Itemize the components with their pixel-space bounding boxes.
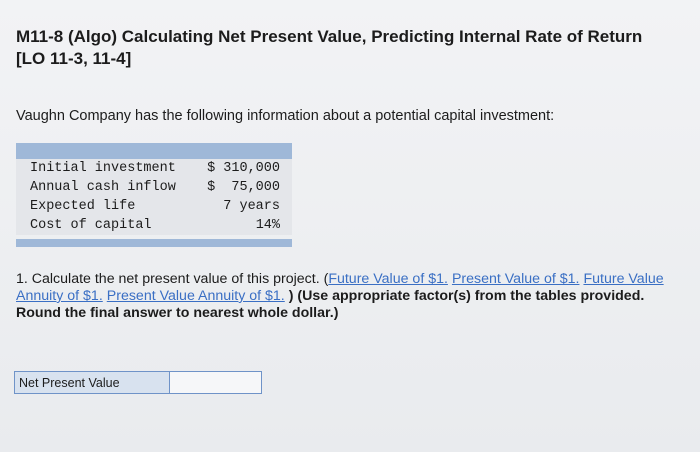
row-value: $ 75,000 <box>207 180 280 195</box>
table-row: Annual cash inflow $ 75,000 <box>16 178 292 197</box>
table-header-bar <box>16 143 292 159</box>
table-footer-bar <box>16 239 292 247</box>
table-link[interactable]: Future Value of $1. <box>328 271 448 287</box>
question: 1. Calculate the net present value of th… <box>16 271 676 322</box>
info-table: Initial investment $ 310,000 Annual cash i… <box>16 143 292 247</box>
intro: Vaughn Company has the following informa… <box>16 108 555 124</box>
question-prefix: 1. Calculate the net present value of th… <box>16 271 329 287</box>
answer-input[interactable] <box>170 371 262 394</box>
row-value: 7 years <box>223 199 280 214</box>
table-row: Initial investment $ 310,000 <box>16 159 292 178</box>
table: Initial investment $ 310,000 Annual cash i… <box>16 159 292 235</box>
question-suffix: ) (Use appropriate factor(s) from the ta… <box>16 288 645 321</box>
answer-label: Net Present Value <box>14 371 170 394</box>
table-link[interactable]: Present Value Annuity of $1. <box>106 288 285 304</box>
table-row: Expected life 7 years <box>16 197 292 216</box>
title: M11-8 (Algo) Calculating Net Present Val… <box>16 27 643 68</box>
row-value: 14% <box>255 218 280 233</box>
row-label: Initial investment <box>30 161 176 176</box>
row-label: Expected life <box>30 199 136 214</box>
answer-row: Net Present Value <box>14 371 262 394</box>
table-link[interactable]: Future Value Annuity of $1. <box>16 271 664 304</box>
table-link[interactable]: Present Value of $1. <box>451 271 580 287</box>
row-value: $ 310,000 <box>207 161 280 176</box>
table-row: Cost of capital 14% <box>16 216 292 235</box>
row-label: Annual cash inflow <box>30 180 176 195</box>
row-label: Cost of capital <box>30 218 152 233</box>
